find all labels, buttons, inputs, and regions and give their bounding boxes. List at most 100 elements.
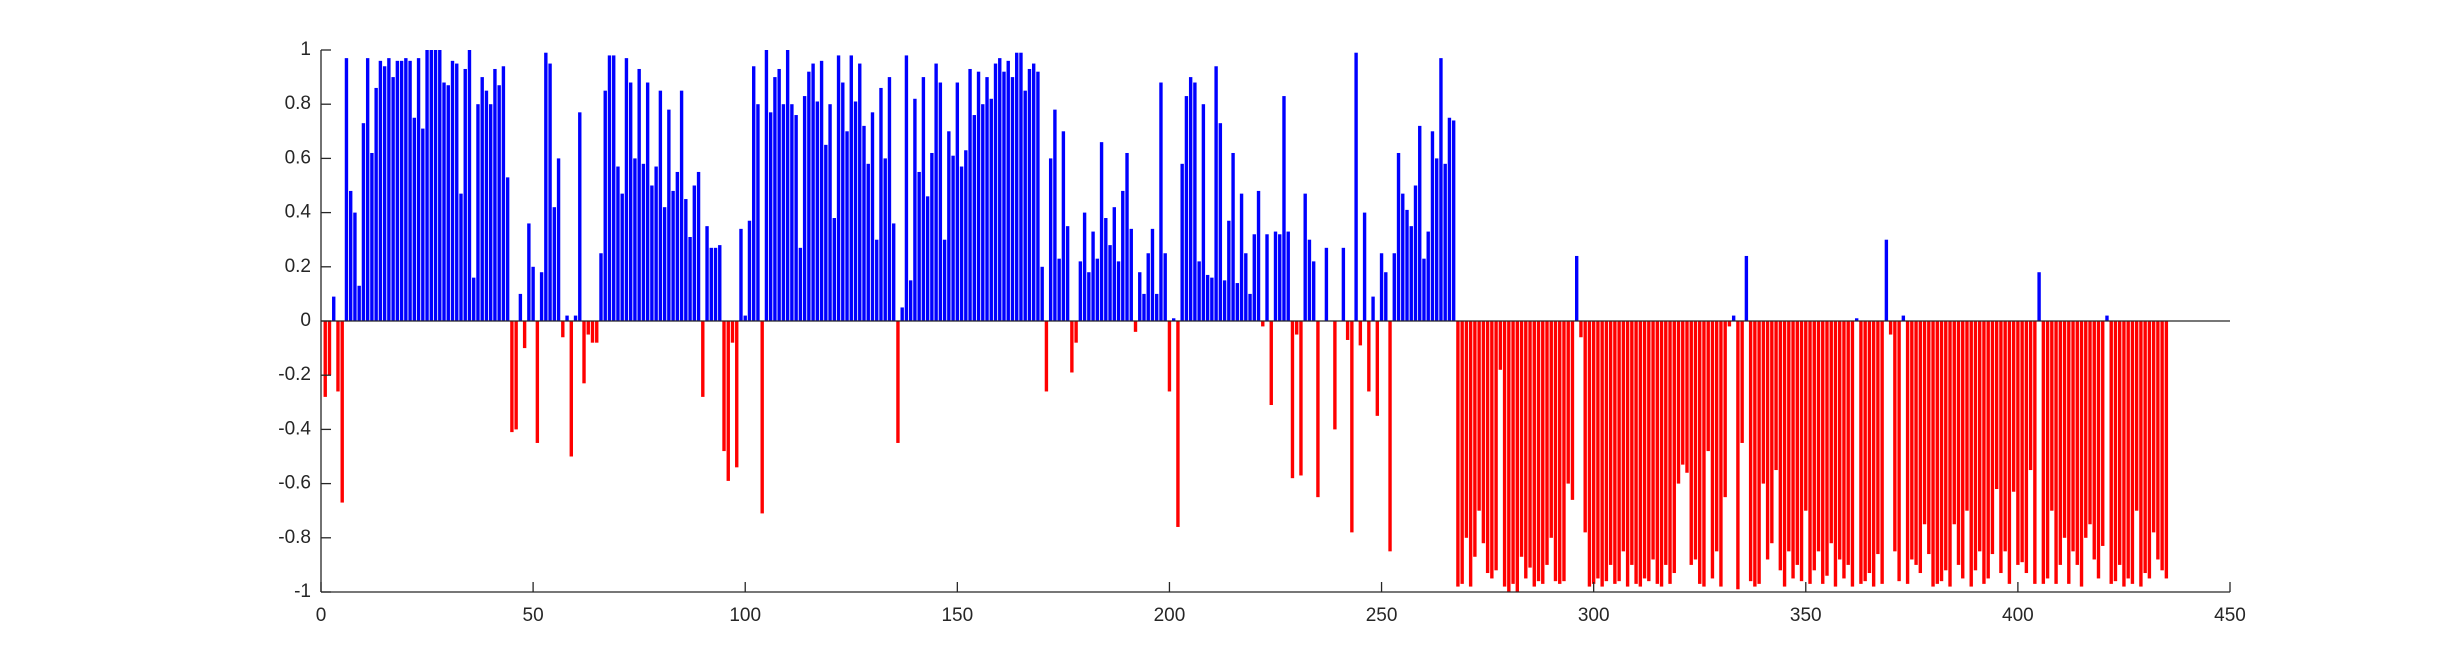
bar: [1876, 321, 1880, 555]
bar: [480, 77, 484, 321]
bar: [1808, 321, 1812, 584]
bar: [688, 236, 692, 321]
bar: [565, 315, 569, 321]
bar: [2101, 321, 2105, 546]
bar: [998, 58, 1002, 321]
bar: [1239, 193, 1244, 321]
bar: [696, 171, 701, 321]
bar: [904, 55, 909, 322]
bar: [2105, 315, 2109, 321]
bar: [1210, 277, 1214, 321]
bar: [1642, 321, 1647, 579]
bar: [853, 101, 858, 322]
bar: [768, 112, 773, 321]
y-tick-label: -1: [294, 581, 311, 602]
bar: [1791, 321, 1795, 579]
bar: [340, 321, 344, 503]
bar: [985, 77, 989, 321]
bar: [764, 50, 769, 321]
bar: [1070, 321, 1074, 373]
bar: [1375, 321, 1380, 416]
bar: [2058, 321, 2063, 565]
bar: [374, 87, 378, 321]
bar: [1536, 321, 1541, 582]
bar: [955, 82, 960, 322]
bar: [1023, 90, 1027, 322]
bar: [1681, 321, 1685, 465]
bar: [353, 212, 357, 321]
bar: [1252, 234, 1256, 321]
bar: [1825, 321, 1829, 576]
x-tick-label: 50: [523, 605, 544, 626]
bar: [684, 199, 688, 321]
bar: [1948, 321, 1952, 587]
bar: [1782, 321, 1787, 587]
bar: [1409, 226, 1413, 321]
bar: [1324, 247, 1329, 321]
bar: [493, 68, 497, 321]
bar: [561, 321, 565, 338]
bar: [1405, 209, 1409, 321]
bar: [1116, 261, 1121, 321]
bar: [370, 152, 374, 321]
bar: [781, 104, 786, 321]
bar: [1566, 321, 1570, 484]
bar: [1138, 272, 1142, 321]
bar: [1719, 321, 1723, 587]
bar: [1625, 321, 1630, 587]
bar: [908, 280, 913, 321]
bar: [849, 55, 853, 322]
bar: [1481, 321, 1486, 544]
bar: [1295, 321, 1299, 335]
bar: [1468, 321, 1473, 587]
bar: [620, 193, 624, 321]
bar: [1689, 321, 1693, 565]
bar: [1863, 321, 1867, 582]
bar: [633, 158, 637, 321]
bar: [1354, 52, 1358, 322]
x-tick-label: 300: [1578, 605, 1610, 626]
bar: [1528, 321, 1532, 568]
bar: [514, 321, 518, 430]
bar: [2126, 321, 2130, 579]
bar: [2016, 321, 2020, 565]
bar: [1197, 261, 1201, 321]
bar: [1184, 96, 1189, 321]
bar: [794, 115, 798, 321]
bar: [1256, 190, 1261, 321]
bar: [811, 63, 815, 322]
bar: [1765, 321, 1770, 560]
bar: [438, 50, 442, 321]
bar: [1664, 321, 1668, 565]
bar: [391, 77, 395, 321]
bar: [2151, 321, 2156, 533]
bar: [1418, 125, 1422, 321]
bar: [1333, 321, 1337, 430]
x-tick-label: 0: [316, 605, 327, 626]
bar: [1031, 63, 1036, 322]
bar: [505, 177, 510, 321]
bar: [1621, 321, 1626, 552]
bar: [1961, 321, 1965, 579]
bar: [1630, 321, 1634, 565]
bar: [2067, 321, 2071, 584]
bar: [2122, 321, 2126, 587]
bar: [858, 63, 862, 322]
bar: [662, 207, 667, 321]
bar: [1519, 321, 1524, 557]
bar: [518, 293, 523, 321]
bar: [1371, 296, 1375, 321]
bar: [1087, 272, 1091, 321]
bar: [701, 321, 705, 397]
bar: [942, 239, 947, 321]
bar: [1842, 321, 1846, 579]
bar: [1846, 321, 1850, 565]
bar: [1456, 321, 1460, 587]
bar: [1634, 321, 1638, 584]
bar: [1651, 321, 1655, 560]
bar: [1927, 321, 1931, 555]
bar: [892, 223, 896, 321]
bar: [1774, 321, 1778, 471]
bar: [1829, 321, 1833, 544]
y-tick-label: 0.8: [285, 93, 311, 114]
